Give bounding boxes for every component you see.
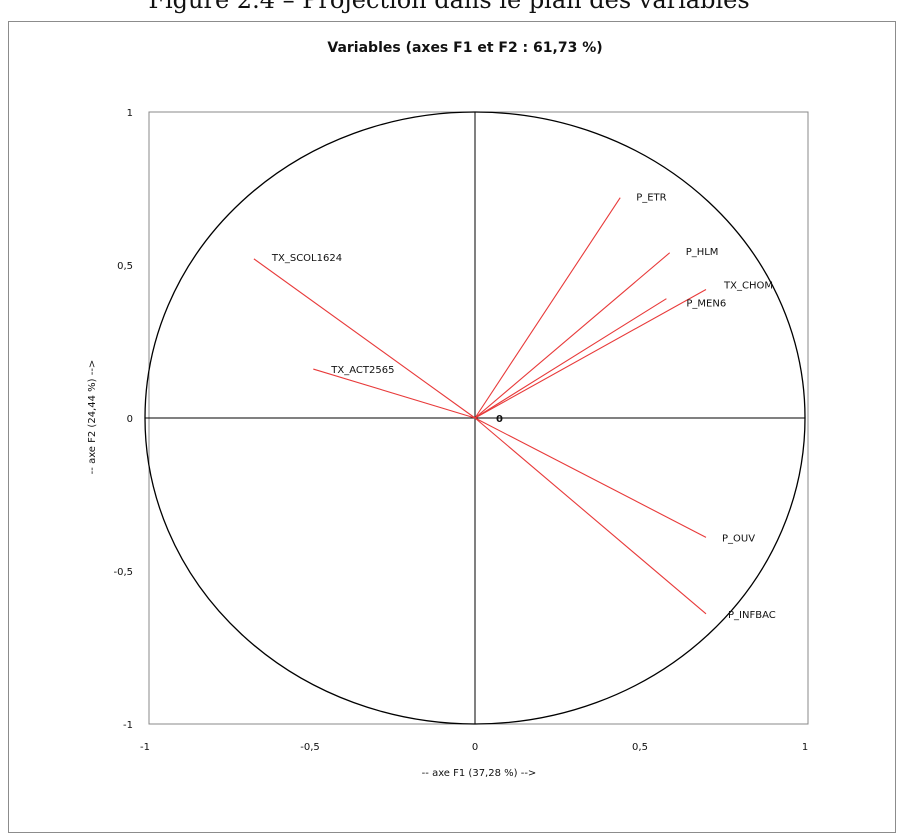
vector-p_men6 (474, 298, 667, 419)
y-tick-label: 0 (127, 414, 133, 425)
vector-tx_act2565 (313, 368, 476, 419)
variable-label-p_men6: P_MEN6 (686, 299, 726, 310)
variable-label-tx_scol1624: TX_SCOL1624 (271, 253, 342, 264)
origin-label: 0 (496, 414, 503, 425)
x-axis-label: -- axe F1 (37,28 %) --> (422, 768, 537, 779)
variable-label-tx_act2565: TX_ACT2565 (330, 365, 394, 376)
x-tick-label: -0,5 (300, 742, 320, 753)
y-tick-label: 1 (127, 108, 133, 119)
x-tick-label: 0 (472, 742, 478, 753)
chart-title: Variables (axes F1 et F2 : 61,73 %) (327, 40, 602, 56)
vector-tx_chom (474, 288, 707, 419)
x-tick-label: 1 (802, 742, 808, 753)
variable-label-p_hlm: P_HLM (686, 247, 719, 258)
variable-label-tx_chom: TX_CHOM (723, 280, 773, 291)
vector-p_etr (474, 197, 621, 419)
y-axis-label: -- axe F2 (24,44 %) --> (87, 360, 98, 475)
variable-label-p_etr: P_ETR (636, 193, 666, 204)
variable-label-p_ouv: P_OUV (722, 533, 755, 544)
vector-p_infbac (474, 417, 707, 615)
chart-frame: Variables (axes F1 et F2 : 61,73 %) -1 -0… (8, 21, 896, 833)
vector-tx_scol1624 (253, 258, 476, 419)
y-tick-label: -0,5 (113, 567, 133, 578)
figure-caption: Figure 2.4 – Projection dans le plan des… (148, 0, 750, 14)
correlation-circle-chart: Variables (axes F1 et F2 : 61,73 %) -1 -0… (87, 40, 809, 779)
vector-p_hlm (474, 252, 671, 419)
y-tick-label: 0,5 (117, 261, 133, 272)
x-tick-label: -1 (140, 742, 150, 753)
y-tick-label: -1 (123, 720, 133, 731)
vector-p_ouv (474, 417, 707, 538)
variable-label-p_infbac: P_INFBAC (728, 610, 776, 621)
x-tick-label: 0,5 (632, 742, 648, 753)
